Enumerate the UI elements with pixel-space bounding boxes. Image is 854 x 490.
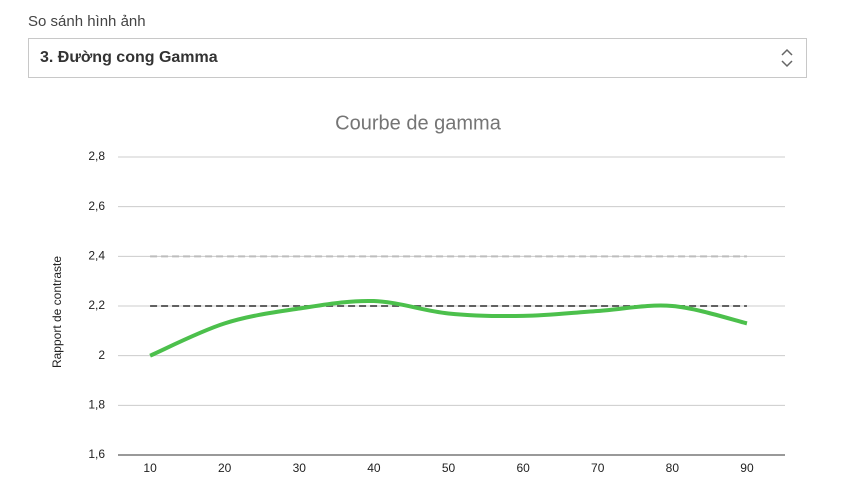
y-axis-label: Rapport de contraste <box>50 256 64 368</box>
x-tick-label: 80 <box>666 461 680 475</box>
chart-title: Courbe de gamma <box>335 112 502 134</box>
y-tick-label: 1,6 <box>88 447 105 461</box>
y-tick-label: 2,8 <box>88 149 105 163</box>
select-box[interactable] <box>28 38 807 78</box>
x-tick-label: 30 <box>293 461 307 475</box>
x-tick-label: 10 <box>143 461 157 475</box>
y-tick-label: 2,6 <box>88 199 105 213</box>
y-tick-label: 1,8 <box>88 398 105 412</box>
x-tick-label: 90 <box>740 461 754 475</box>
x-tick-label: 60 <box>516 461 530 475</box>
select-chevron[interactable] <box>781 48 793 68</box>
x-tick-label: 70 <box>591 461 605 475</box>
select-value[interactable]: 3. Đường cong Gamma <box>40 49 218 66</box>
data-line <box>149 298 748 358</box>
y-tick-label: 2 <box>98 348 105 362</box>
y-tick-label: 2,2 <box>88 298 105 312</box>
x-tick-label: 50 <box>442 461 456 475</box>
field-label: So sánh hình ảnh <box>28 13 146 30</box>
x-tick-label: 40 <box>367 461 381 475</box>
y-tick-label: 2,4 <box>88 249 105 263</box>
x-tick-label: 20 <box>218 461 232 475</box>
